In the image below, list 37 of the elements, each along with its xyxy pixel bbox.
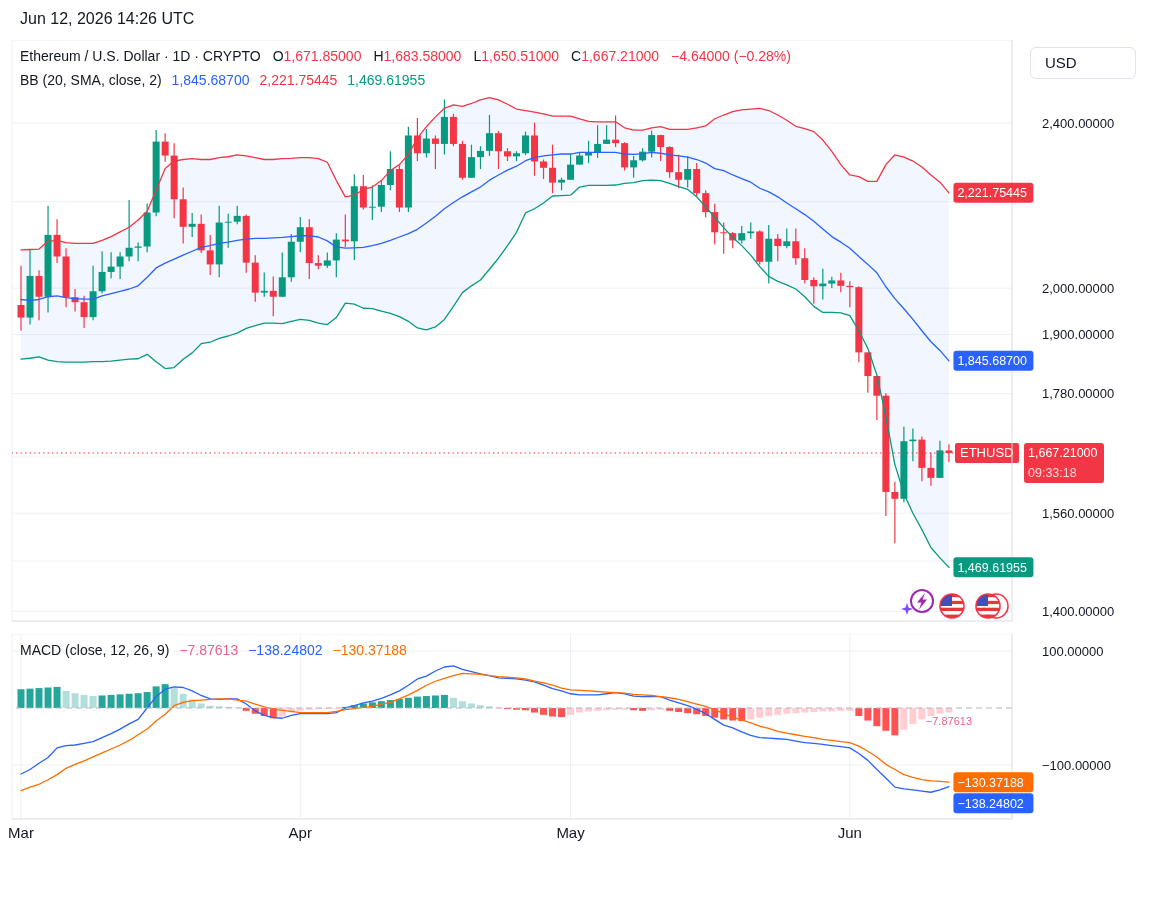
text: −130.37188 (332, 642, 407, 658)
data-label: 1,469.61955 (957, 560, 1027, 575)
text: −138.24802 (248, 642, 323, 658)
ref-line-label: ETHUSD (960, 445, 1014, 461)
y-tick-label: 1,560.00000 (1042, 505, 1115, 521)
y-tick-label: 2,400.00000 (1042, 115, 1115, 131)
text: Ethereum / U.S. Dollar · 1D · CRYPTO (20, 48, 261, 64)
y-axis-title: USD (1045, 54, 1077, 71)
data-label: −7.87613 (925, 714, 973, 727)
y-tick-label: −100.00000 (1042, 757, 1112, 773)
y-tick-label: 1,780.00000 (1042, 386, 1115, 402)
text: 1,845.68700 (171, 72, 250, 88)
text: −7.87613 (179, 642, 239, 658)
annotation: C1,667.21000 (571, 48, 660, 64)
x-tick-label: Jun (837, 823, 862, 841)
x-tick-label: Mar (8, 823, 34, 841)
x-tick-label: Apr (288, 823, 312, 841)
y-tick-label: 2,000.00000 (1042, 280, 1115, 296)
annotation: 1,667.21000 (1028, 446, 1098, 461)
text: Jun 12, 2026 14:26 UTC (20, 10, 195, 27)
text: BB (20, SMA, close, 2) (20, 72, 162, 88)
annotation: 09:33:18 (1028, 466, 1077, 481)
annotation: H1,683.58000 (373, 48, 462, 64)
text: 2,221.75445 (259, 72, 338, 88)
annotation: L1,650.51000 (473, 48, 560, 64)
data-label: 2,221.75445 (957, 186, 1027, 201)
y-tick-label: 1,900.00000 (1042, 327, 1115, 343)
y-tick-label: 100.00000 (1042, 643, 1104, 659)
data-label: −138.24802 (957, 796, 1024, 811)
x-tick-label: May (556, 823, 586, 841)
data-label: 1,845.68700 (957, 354, 1027, 369)
text: 1,469.61955 (347, 72, 426, 88)
y-tick-label: 1,400.00000 (1042, 603, 1115, 619)
annotation: O1,671.85000 (272, 48, 362, 64)
data-label: −130.37188 (957, 775, 1024, 790)
annotation: −4.64000 (−0.28%) (671, 48, 791, 64)
text: MACD (close, 12, 26, 9) (20, 642, 170, 658)
